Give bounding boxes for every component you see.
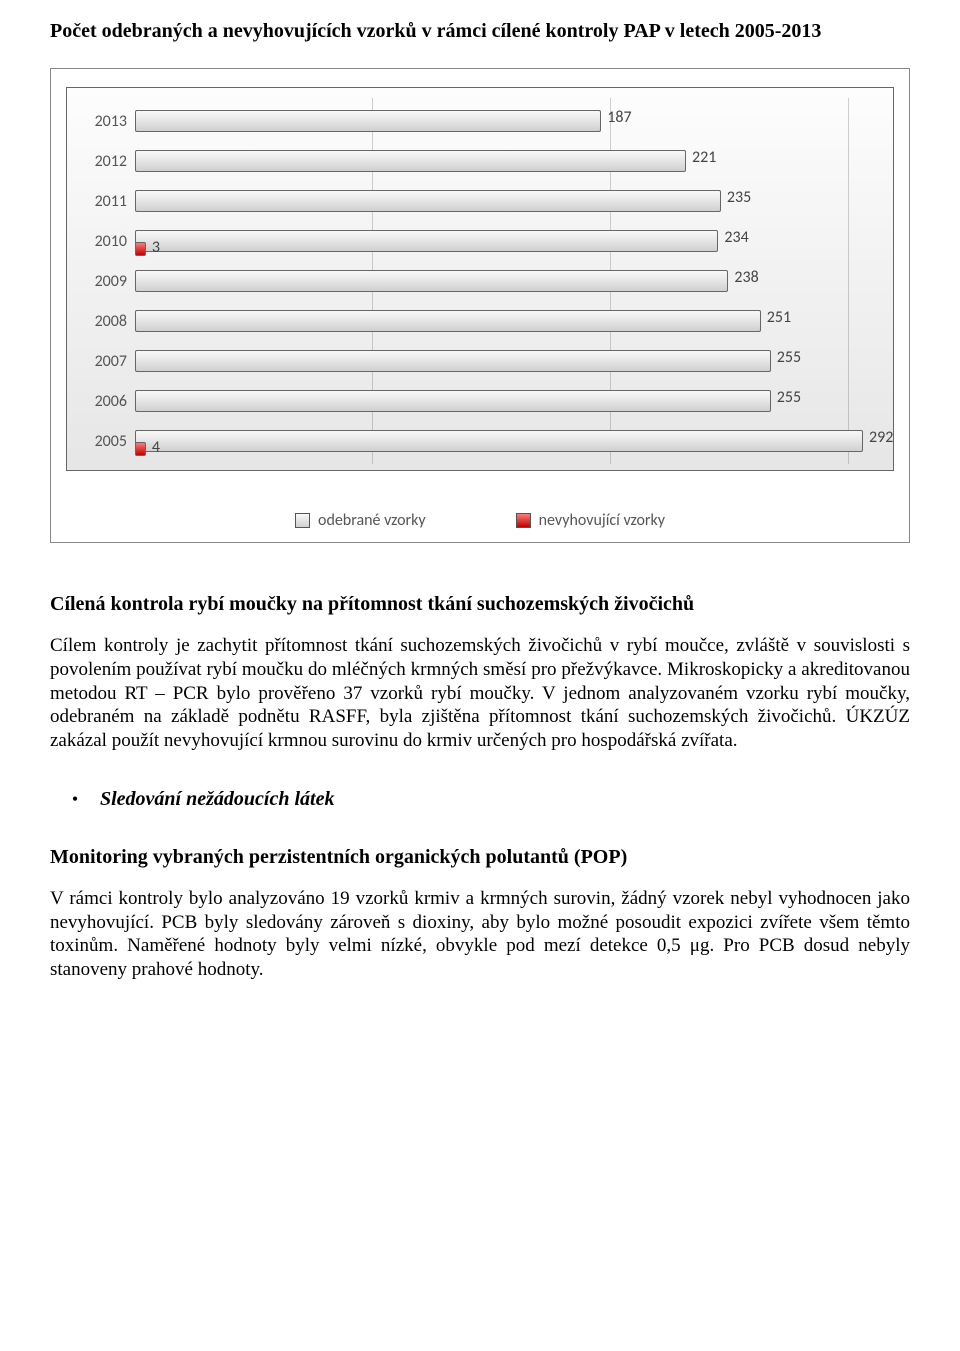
bullet-row: • Sledování nežádoucích látek — [50, 788, 910, 811]
chart-bar-gray — [135, 150, 686, 172]
chart-row: 2012 221 — [67, 144, 893, 178]
chart-row: 2013 187 — [67, 104, 893, 138]
chart-year-label: 2011 — [67, 192, 135, 211]
bullet-dot-icon: • — [50, 789, 100, 810]
chart-bar-track: 235 — [135, 184, 863, 218]
legend-label-gray: odebrané vzorky — [318, 511, 426, 530]
chart-year-label: 2009 — [67, 272, 135, 291]
legend-swatch-gray — [295, 513, 310, 528]
chart-year-label: 2005 — [67, 432, 135, 451]
legend-label-red: nevyhovující vzorky — [539, 511, 665, 530]
chart-row: 2009 238 — [67, 264, 893, 298]
legend-swatch-red — [516, 513, 531, 528]
chart-bar-gray — [135, 350, 771, 372]
chart-bar-track: 255 — [135, 344, 863, 378]
chart-bar-red — [135, 442, 146, 456]
chart-row: 2010 234 3 — [67, 224, 893, 258]
chart-bar-gray — [135, 270, 728, 292]
chart-legend: odebrané vzorky nevyhovující vzorky — [66, 511, 894, 530]
section2-heading: Monitoring vybraných perzistentních orga… — [50, 846, 910, 869]
page-title: Počet odebraných a nevyhovujících vzorků… — [50, 20, 910, 43]
chart-row: 2011 235 — [67, 184, 893, 218]
chart-bar-gray — [135, 190, 721, 212]
chart-bar-value: 234 — [724, 228, 748, 247]
chart-bar-value: 251 — [767, 308, 791, 327]
chart-bar-gray — [135, 390, 771, 412]
chart-bar-gray — [135, 110, 601, 132]
chart-year-label: 2008 — [67, 312, 135, 331]
chart-bar-track: 238 — [135, 264, 863, 298]
chart-row: 2008 251 — [67, 304, 893, 338]
bullet-text: Sledování nežádoucích látek — [100, 788, 334, 811]
chart-bar-value: 235 — [727, 188, 751, 207]
chart-year-label: 2006 — [67, 392, 135, 411]
chart-bar-track: 221 — [135, 144, 863, 178]
chart-bar-value: 292 — [869, 428, 893, 447]
chart-bar-red-value: 4 — [152, 438, 160, 457]
chart-year-label: 2007 — [67, 352, 135, 371]
chart-bar-track: 187 — [135, 104, 863, 138]
chart-row: 2007 255 — [67, 344, 893, 378]
chart-plot: 2013 187 2012 221 2011 235 2010 234 3 2009 238 2008… — [66, 87, 894, 471]
chart-bars-area: 2013 187 2012 221 2011 235 2010 234 3 2009 238 2008… — [67, 104, 893, 458]
chart-year-label: 2013 — [67, 112, 135, 131]
section1-paragraph: Cílem kontroly je zachytit přítomnost tk… — [50, 634, 910, 753]
chart-bar-gray — [135, 430, 863, 452]
chart-bar-gray — [135, 230, 718, 252]
chart-bar-track: 2924 — [135, 424, 863, 458]
chart-row: 2006 255 — [67, 384, 893, 418]
chart-bar-value: 221 — [692, 148, 716, 167]
chart-year-label: 2010 — [67, 232, 135, 251]
legend-item-red: nevyhovující vzorky — [516, 511, 665, 530]
chart-bar-track: 255 — [135, 384, 863, 418]
chart-bar-track: 234 3 — [135, 224, 863, 258]
section1-heading: Cílená kontrola rybí moučky na přítomnos… — [50, 593, 910, 616]
chart-container: 2013 187 2012 221 2011 235 2010 234 3 2009 238 2008… — [50, 68, 910, 543]
chart-bar-gray — [135, 310, 761, 332]
document-page: Počet odebraných a nevyhovujících vzorků… — [0, 0, 960, 1072]
chart-bar-value: 255 — [777, 388, 801, 407]
chart-bar-value: 187 — [607, 108, 631, 127]
section2-paragraph: V rámci kontroly bylo analyzováno 19 vzo… — [50, 887, 910, 982]
chart-bar-value: 255 — [777, 348, 801, 367]
chart-row: 20052924 — [67, 424, 893, 458]
legend-item-gray: odebrané vzorky — [295, 511, 426, 530]
chart-bar-track: 251 — [135, 304, 863, 338]
chart-bar-value: 238 — [734, 268, 758, 287]
chart-bar-red — [135, 242, 146, 256]
chart-bar-red-value: 3 — [152, 238, 160, 257]
chart-year-label: 2012 — [67, 152, 135, 171]
